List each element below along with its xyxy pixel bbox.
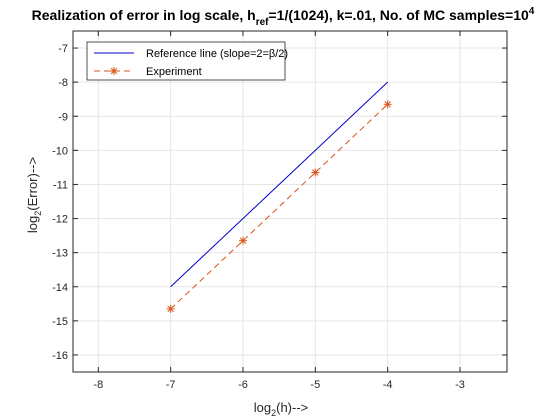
y-axis-label-rest: (Error)--> xyxy=(25,157,40,211)
legend-asterisk-icon xyxy=(110,67,118,75)
x-tick-label: -4 xyxy=(383,379,393,391)
y-tick-label: -9 xyxy=(58,111,68,123)
y-axis-label: log2(Error)--> xyxy=(25,157,43,233)
y-tick-label: -7 xyxy=(58,43,68,55)
experiment-data-point xyxy=(238,236,247,245)
x-tick-label: -6 xyxy=(238,379,248,391)
x-tick-label: -3 xyxy=(455,379,465,391)
experiment-data-point xyxy=(166,304,175,313)
legend-label-reference-line: Reference line (slope=2=β/2) xyxy=(146,48,288,60)
x-axis-label: log2(h)--> xyxy=(254,400,309,418)
y-axis-label-log: log xyxy=(25,216,40,233)
y-tick-label: -8 xyxy=(58,77,68,89)
series-reference-line xyxy=(170,81,388,288)
y-tick-label: -14 xyxy=(52,282,68,294)
plot-area xyxy=(166,81,392,313)
axes-box xyxy=(72,30,508,373)
y-tick-label: -11 xyxy=(53,179,68,191)
y-tick-label: -16 xyxy=(52,350,68,362)
y-tick-label: -13 xyxy=(52,248,68,260)
x-tick-label: -7 xyxy=(166,379,176,391)
y-tick-label: -10 xyxy=(52,145,68,157)
y-tick-label: -12 xyxy=(52,214,68,226)
experiment-data-point xyxy=(383,100,392,109)
x-tick-label: -5 xyxy=(310,379,320,391)
legend-label-experiment: Experiment xyxy=(146,66,202,78)
axis-ticks: -8 -7 -6 -5 -4 -3 -16 -15 -14 -13 -12 -11 -10 -9 -8 -7 xyxy=(52,31,507,391)
title-superscript: 4 xyxy=(529,6,535,17)
y-axis-label-subscript: 2 xyxy=(33,211,43,216)
x-axis-label-rest: (h)--> xyxy=(276,400,308,415)
title-middle: =1/(1024), k=.01, No. of MC samples=10 xyxy=(269,7,530,23)
y-tick-label: -15 xyxy=(52,316,68,328)
title-subscript: ref xyxy=(256,17,269,28)
title-prefix: Realization of error in log scale, h xyxy=(32,7,256,23)
legend-box xyxy=(86,41,286,81)
x-axis-label-subscript: 2 xyxy=(271,408,276,418)
legend-marker-experiment xyxy=(110,67,118,75)
x-tick-label: -8 xyxy=(93,379,103,391)
chart-title: Realization of error in log scale, href=… xyxy=(32,6,535,28)
x-axis-label-log: log xyxy=(254,400,271,415)
series-experiment-line xyxy=(170,103,388,310)
grid xyxy=(73,31,507,372)
legend: Reference line (slope=2=β/2) Experiment xyxy=(86,41,288,81)
experiment-data-point xyxy=(311,168,320,177)
